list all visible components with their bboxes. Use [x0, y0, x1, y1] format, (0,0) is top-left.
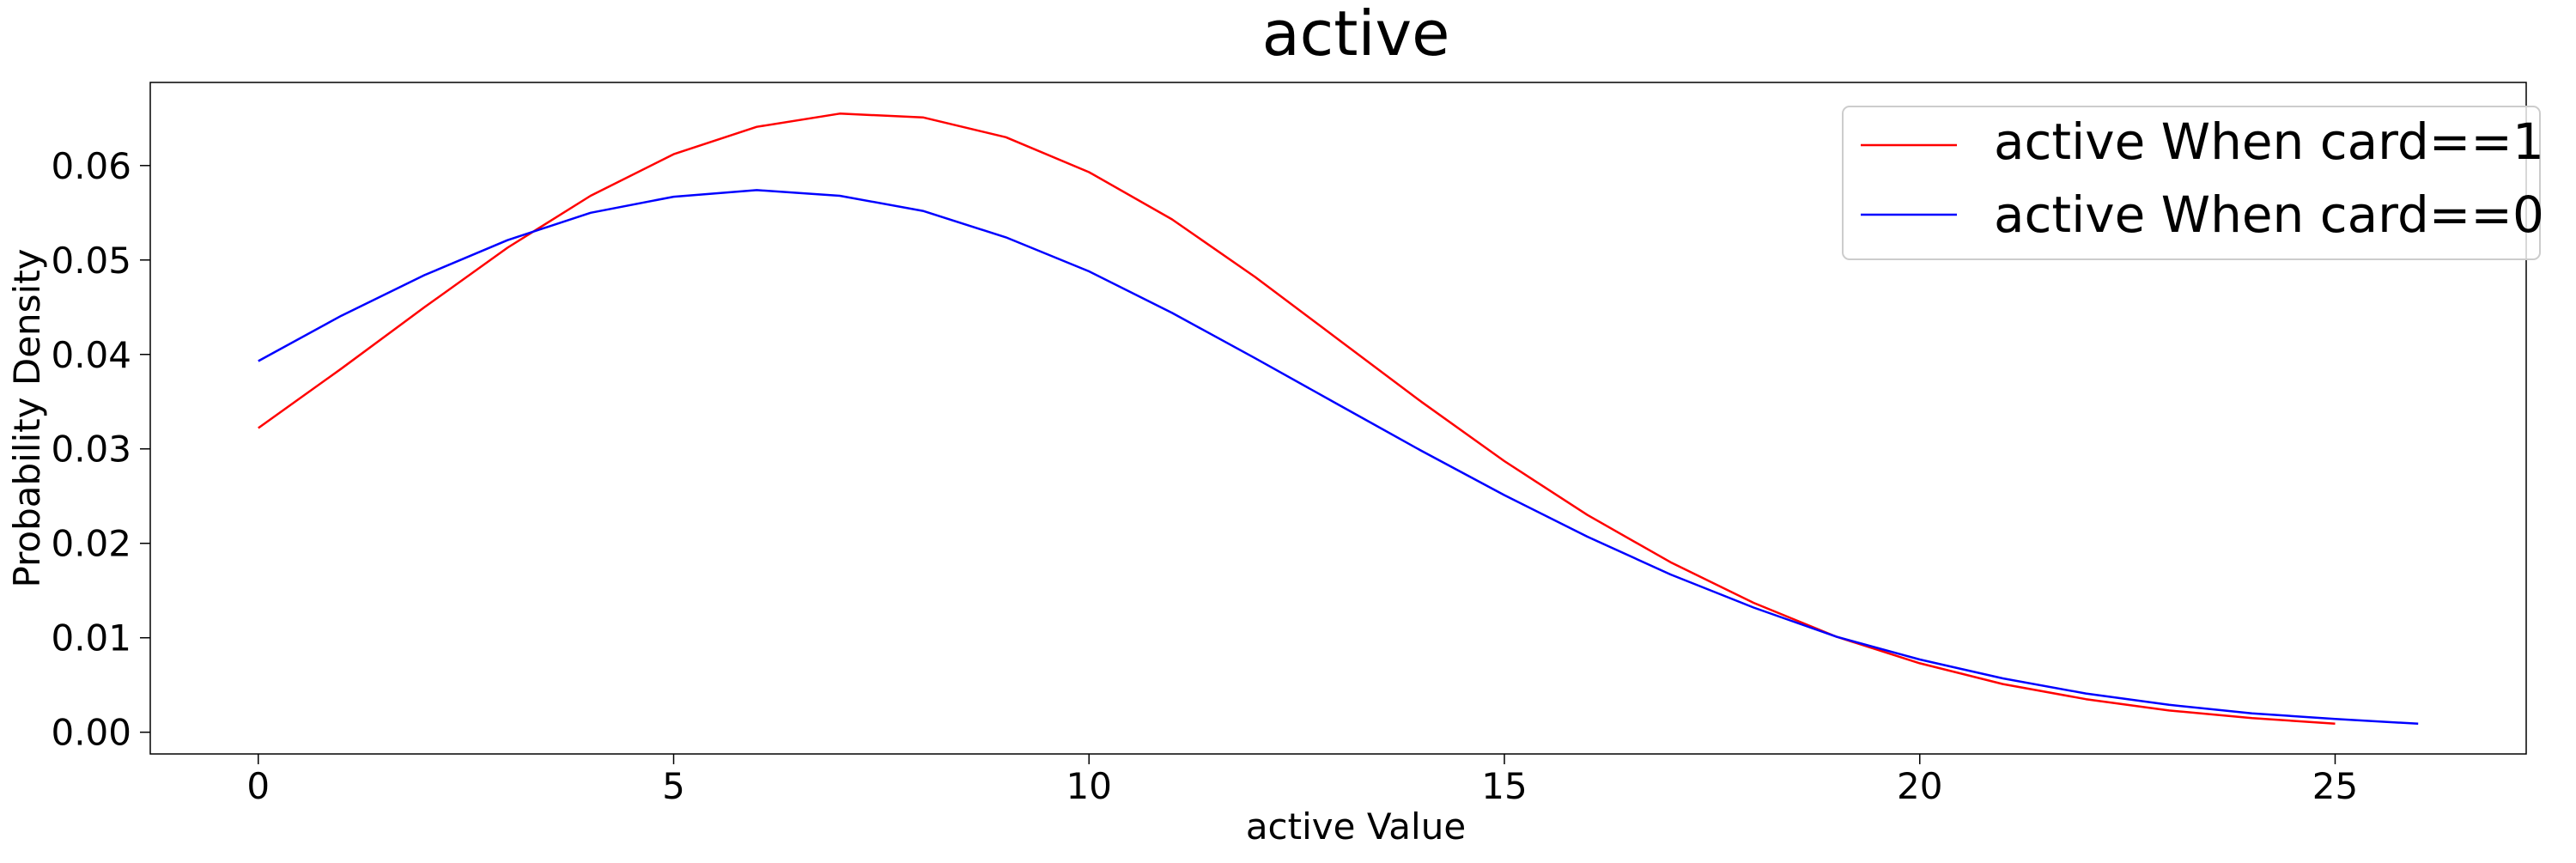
y-axis-label: Probability Density [6, 248, 48, 587]
x-tick-label: 15 [1481, 765, 1527, 807]
legend-label-series-2: active When card==0 [1994, 185, 2544, 244]
y-tick-label: 0.00 [51, 712, 131, 754]
x-tick-label: 5 [662, 765, 685, 807]
y-tick-label: 0.04 [51, 334, 131, 376]
y-tick-label: 0.03 [51, 428, 131, 471]
y-tick-label: 0.06 [51, 145, 131, 187]
x-axis: 0 5 10 15 20 25 [246, 754, 2358, 807]
legend-label-series-1: active When card==1 [1994, 112, 2544, 171]
y-tick-label: 0.01 [51, 617, 131, 659]
x-tick-label: 25 [2312, 765, 2358, 807]
x-tick-label: 20 [1897, 765, 1942, 807]
legend: active When card==1 active When card==0 [1842, 106, 2544, 260]
x-tick-label: 10 [1066, 765, 1112, 807]
x-tick-label: 0 [246, 765, 270, 807]
y-axis: 0.00 0.01 0.02 0.03 0.04 0.05 0.06 [51, 145, 150, 754]
series-line-1 [258, 112, 2336, 726]
axes-frame [149, 82, 2527, 755]
legend-box [1842, 106, 2541, 260]
series-line-2 [258, 189, 2419, 726]
y-tick-label: 0.05 [51, 240, 131, 282]
chart-title: active [1262, 0, 1450, 70]
plot-area [258, 112, 2419, 726]
x-axis-label: active Value [1246, 805, 1466, 848]
y-tick-label: 0.02 [51, 523, 131, 565]
